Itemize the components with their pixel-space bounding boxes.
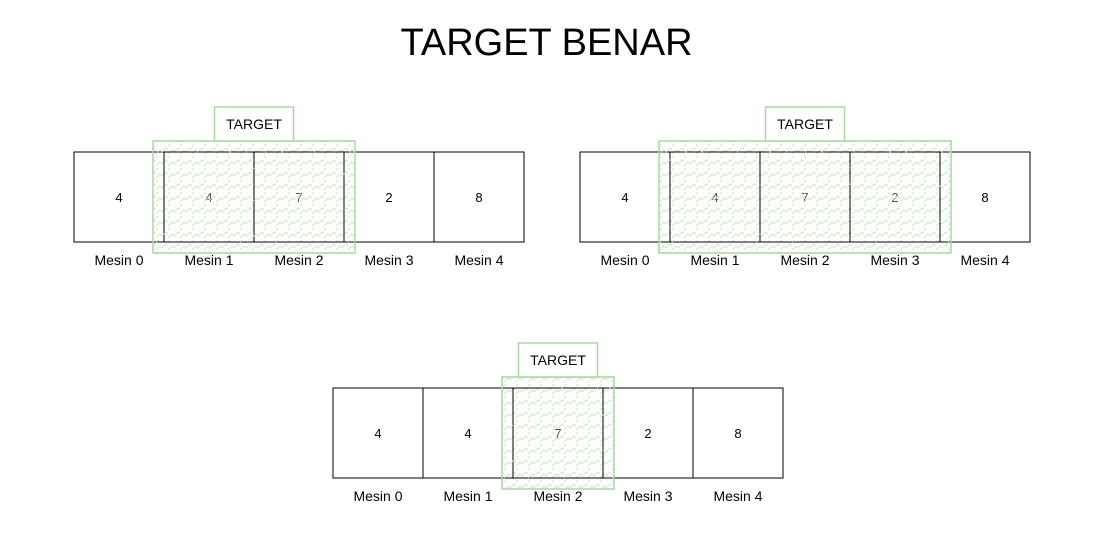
- machine-box: [422, 387, 514, 479]
- machine-label: Mesin 4: [960, 252, 1009, 268]
- machine-label: Mesin 2: [533, 488, 582, 504]
- target-tab: [764, 106, 846, 142]
- target-region: [501, 376, 615, 490]
- machine-label: Mesin 2: [274, 252, 323, 268]
- machine-label: Mesin 0: [353, 488, 402, 504]
- machine-label: Mesin 3: [870, 252, 919, 268]
- target-tab-label: TARGET: [226, 116, 282, 132]
- machine-label: Mesin 4: [454, 252, 503, 268]
- machine-box: [73, 151, 165, 243]
- machine-box: [332, 387, 424, 479]
- machine-value: 4: [374, 426, 381, 441]
- machine-box: [939, 151, 1031, 243]
- machine-value: 8: [475, 190, 482, 205]
- machine-value: 2: [644, 426, 651, 441]
- machine-label: Mesin 0: [600, 252, 649, 268]
- target-tab: [517, 342, 599, 378]
- machine-label: Mesin 2: [780, 252, 829, 268]
- machine-value: 4: [115, 190, 122, 205]
- machine-label: Mesin 3: [364, 252, 413, 268]
- machine-value: 4: [464, 426, 471, 441]
- machine-value: 4: [621, 190, 628, 205]
- machine-label: Mesin 1: [690, 252, 739, 268]
- machine-label: Mesin 1: [184, 252, 233, 268]
- target-outline: [512, 387, 604, 479]
- machine-box: [579, 151, 671, 243]
- machine-box: [433, 151, 525, 243]
- machine-label: Mesin 1: [443, 488, 492, 504]
- target-outline: [669, 151, 941, 243]
- page-title: TARGET BENAR: [400, 22, 693, 64]
- machine-label: Mesin 0: [94, 252, 143, 268]
- machine-value: 8: [981, 190, 988, 205]
- target-tab-label: TARGET: [530, 352, 586, 368]
- machine-value: 8: [734, 426, 741, 441]
- target-tab: [213, 106, 295, 142]
- machine-box: [343, 151, 435, 243]
- machine-value: 2: [385, 190, 392, 205]
- machine-box: [602, 387, 694, 479]
- target-region: [658, 140, 952, 254]
- target-tab-label: TARGET: [777, 116, 833, 132]
- machine-box: [692, 387, 784, 479]
- machine-label: Mesin 4: [713, 488, 762, 504]
- machine-label: Mesin 3: [623, 488, 672, 504]
